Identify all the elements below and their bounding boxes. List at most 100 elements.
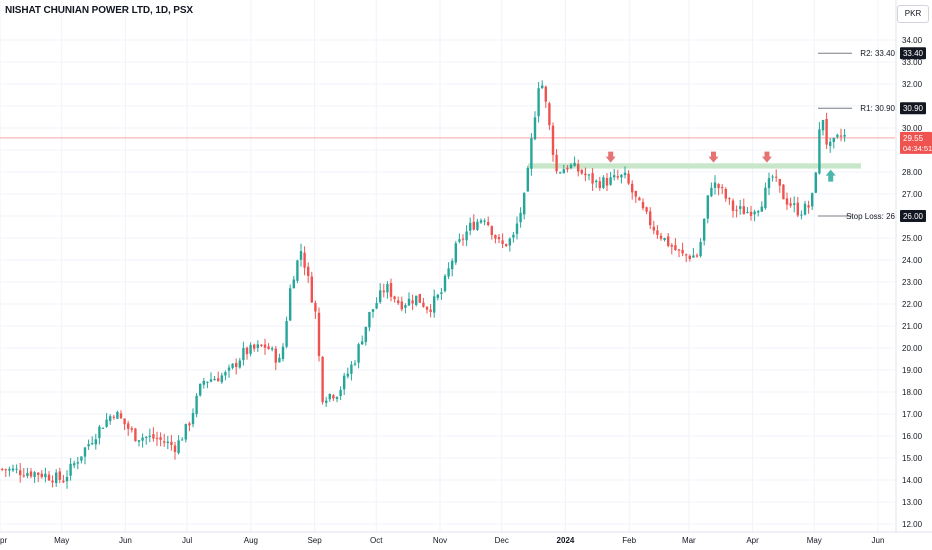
candle-body	[605, 178, 609, 186]
candle-body	[523, 192, 526, 215]
candle-body	[76, 462, 79, 464]
candle-body	[335, 397, 339, 399]
candle-body	[299, 251, 303, 260]
candle-body	[26, 473, 29, 477]
candle-body	[343, 375, 346, 390]
chart-title: NISHAT CHUNIAN POWER LTD, 1D, PSX	[5, 5, 194, 16]
candle-body	[724, 188, 727, 199]
candle-body	[346, 373, 349, 377]
candle-body	[526, 168, 529, 192]
candle-body	[595, 180, 598, 183]
x-tick-label: Dec	[495, 536, 509, 545]
candle-body	[793, 203, 796, 205]
currency-button[interactable]: PKR	[897, 5, 929, 23]
candle-body	[44, 473, 47, 478]
candle-body	[461, 238, 465, 240]
candle-body	[490, 226, 493, 236]
candle-body	[1, 468, 4, 470]
candle-body	[397, 300, 400, 304]
candle-body	[501, 240, 504, 244]
candle-body	[116, 411, 119, 419]
candle-body	[627, 173, 630, 184]
candle-body	[602, 177, 605, 188]
candle-body	[407, 298, 411, 306]
candle-body	[760, 206, 763, 212]
candle-body	[811, 193, 814, 207]
candle-body	[562, 169, 565, 174]
candle-body	[33, 472, 36, 477]
candle-body	[332, 395, 335, 399]
current-price-tag	[900, 131, 932, 154]
candle-body	[465, 231, 468, 241]
candle-body	[11, 468, 15, 471]
candle-body	[379, 290, 382, 303]
candle-body	[191, 413, 195, 425]
candle-body	[278, 357, 281, 363]
candle-body	[267, 346, 270, 350]
candle-body	[109, 416, 112, 422]
candle-body	[839, 135, 843, 137]
candle-body	[87, 444, 90, 447]
y-tick-label: 25.00	[902, 234, 923, 243]
candle-body	[764, 187, 767, 209]
candle-body	[807, 205, 810, 208]
candle-body	[415, 295, 418, 306]
candle-body	[217, 378, 220, 382]
candle-body	[551, 125, 555, 155]
candle-body	[803, 203, 807, 215]
candle-body	[202, 380, 205, 385]
candle-body	[746, 212, 749, 214]
candle-body	[188, 423, 191, 426]
candle-body	[739, 206, 742, 209]
candle-body	[249, 344, 252, 354]
candle-body	[479, 220, 483, 223]
candle-body	[105, 419, 108, 427]
candle-body	[357, 344, 360, 363]
candle-body	[710, 187, 713, 197]
candle-body	[645, 207, 648, 212]
candle-body	[742, 206, 745, 215]
candle-body	[209, 379, 213, 382]
candle-body	[778, 178, 781, 186]
x-tick-label: May	[807, 536, 822, 545]
chart-grid	[0, 0, 932, 533]
candle-body	[350, 364, 353, 374]
candle-body	[785, 198, 789, 205]
candle-body	[649, 211, 652, 226]
candle-body	[325, 400, 328, 403]
candles	[1, 80, 846, 489]
candle-body	[404, 305, 407, 308]
candle-body	[170, 441, 173, 446]
candle-body	[487, 221, 490, 226]
y-tick-label: 27.00	[902, 190, 923, 199]
candle-body	[292, 279, 295, 289]
candle-body	[566, 167, 569, 170]
level-price-tag-text: 26.00	[903, 212, 924, 221]
candle-body	[307, 266, 310, 276]
candle-body	[544, 86, 547, 102]
candle-body	[400, 301, 403, 310]
y-tick-label: 19.00	[902, 366, 923, 375]
y-tick-label: 13.00	[902, 498, 923, 507]
x-axis[interactable]: pr May Jun Jul Aug Sep Oct Nov Dec 2024 Feb Mar Apr M…	[0, 536, 884, 545]
candle-body	[674, 245, 677, 250]
candle-body	[429, 309, 432, 312]
candle-body	[681, 249, 684, 254]
arrow-markers	[605, 151, 836, 182]
y-axis[interactable]: 12.00 13.00 14.00 15.00 16.00 17.00 18.00 19.00…	[900, 36, 932, 529]
x-tick-label: Sep	[307, 536, 322, 545]
level-price-tag	[900, 102, 926, 115]
candle-body	[155, 437, 159, 439]
candle-body	[425, 306, 429, 310]
candle-body	[274, 348, 277, 363]
candle-body	[375, 303, 378, 309]
candle-body	[454, 243, 457, 263]
level-price-tag	[900, 47, 926, 60]
countdown-label: 04:34:51	[903, 144, 932, 153]
candle-body	[386, 284, 389, 293]
candle-body	[55, 472, 58, 484]
candle-body	[134, 428, 137, 442]
candle-body	[152, 434, 155, 439]
candle-body	[775, 176, 778, 178]
